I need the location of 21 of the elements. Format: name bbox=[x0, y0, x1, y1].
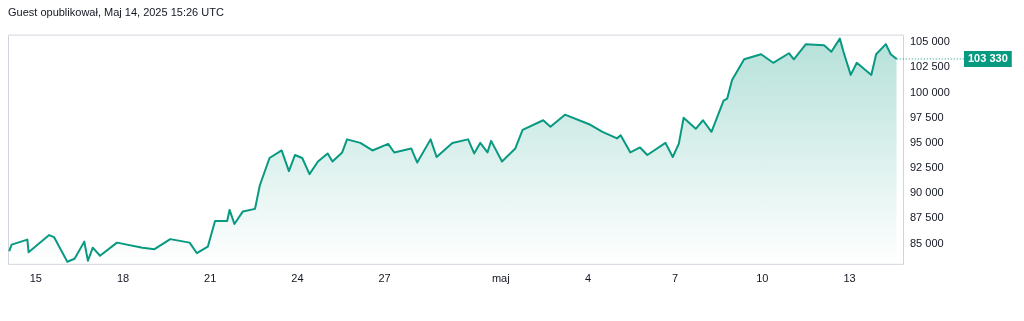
y-tick-label: 92 500 bbox=[910, 161, 944, 174]
x-tick-label: 7 bbox=[672, 272, 679, 285]
x-tick-label: 13 bbox=[843, 272, 856, 285]
chart-title: Guest opublikował, Maj 14, 2025 15:26 UTC bbox=[8, 6, 225, 20]
y-tick-label: 102 500 bbox=[910, 60, 950, 73]
x-tick-label: maj bbox=[491, 272, 510, 285]
x-tick-label: 15 bbox=[29, 272, 42, 285]
y-tick-label: 85 000 bbox=[910, 236, 944, 249]
y-tick-label: 95 000 bbox=[910, 135, 944, 148]
x-tick-label: 24 bbox=[291, 272, 304, 285]
x-tick-label: 10 bbox=[756, 272, 769, 285]
x-tick-label: 27 bbox=[378, 272, 391, 285]
y-tick-label: 87 500 bbox=[910, 211, 944, 224]
y-tick-label: 105 000 bbox=[910, 35, 950, 48]
y-tick-label: 100 000 bbox=[910, 85, 950, 98]
y-tick-label: 97 500 bbox=[910, 110, 944, 123]
x-tick-label: 18 bbox=[116, 272, 130, 285]
annotation: 103 330 bbox=[968, 52, 1008, 65]
x-tick-label: 4 bbox=[584, 272, 592, 285]
y-tick-label: 90 000 bbox=[910, 186, 944, 199]
x-tick-label: 21 bbox=[204, 272, 217, 285]
